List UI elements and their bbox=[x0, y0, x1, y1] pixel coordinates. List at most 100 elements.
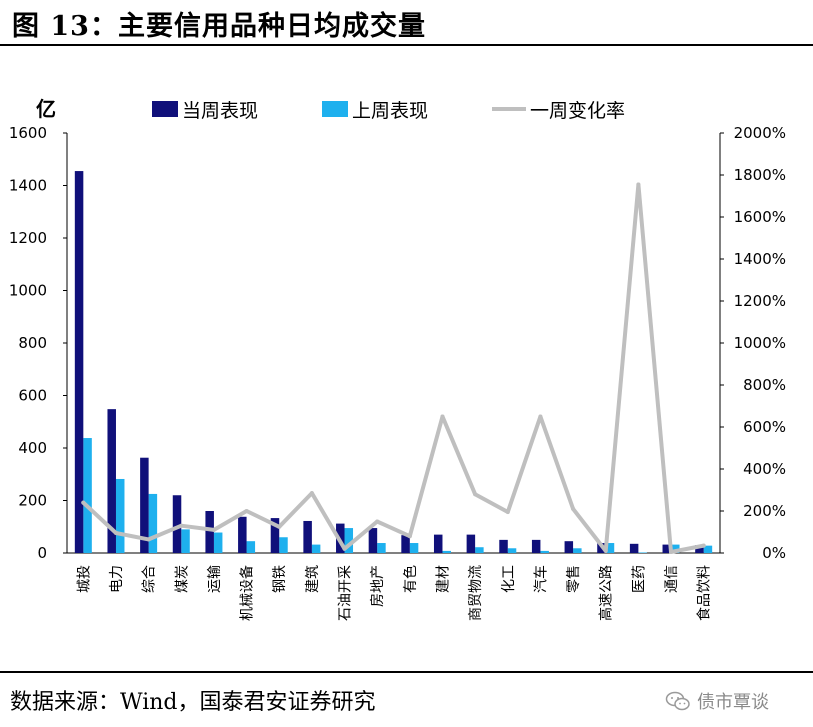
bar-current bbox=[466, 534, 476, 553]
y2-tick-label: 2000% bbox=[734, 124, 786, 142]
y-axis-unit: 亿 bbox=[36, 97, 56, 121]
source-note: 数据来源：Wind，国泰君安证券研究 bbox=[10, 690, 376, 715]
x-tick-label: 钢铁 bbox=[272, 565, 288, 593]
bar-current bbox=[107, 409, 116, 553]
figure-title: 图 13：主要信用品种日均成交量 bbox=[12, 11, 426, 42]
legend-label: 上周表现 bbox=[352, 100, 428, 122]
change-point bbox=[146, 537, 151, 542]
series-current-week bbox=[74, 171, 704, 553]
x-tick-label: 商贸物流 bbox=[468, 565, 484, 621]
x-tick-label: 医药 bbox=[631, 565, 647, 593]
y-tick-label: 800 bbox=[18, 334, 47, 352]
y2-tick-label: 1600% bbox=[734, 208, 786, 226]
legend-swatch bbox=[152, 101, 178, 117]
legend-label: 当周表现 bbox=[182, 100, 258, 122]
x-tick-label: 房地产 bbox=[370, 565, 386, 607]
change-point bbox=[179, 523, 184, 528]
bar-previous bbox=[213, 532, 223, 553]
y2-tick-label: 800% bbox=[743, 376, 786, 394]
change-point bbox=[603, 548, 608, 553]
change-point bbox=[342, 546, 347, 551]
x-tick-label: 零售 bbox=[566, 565, 582, 593]
bar-previous bbox=[115, 478, 125, 553]
legend: 当周表现 上周表现 一周变化率 bbox=[152, 100, 625, 122]
x-tick-label: 城投 bbox=[76, 565, 92, 593]
bar-previous bbox=[638, 552, 647, 553]
y2-tick-label: 1400% bbox=[734, 250, 786, 268]
legend-swatch bbox=[322, 101, 348, 117]
bar-previous bbox=[475, 547, 484, 553]
bar-current bbox=[531, 539, 541, 553]
change-point bbox=[701, 543, 706, 548]
bar-previous bbox=[148, 493, 158, 553]
change-point bbox=[309, 491, 314, 496]
bar-current bbox=[140, 457, 149, 553]
change-point bbox=[505, 510, 510, 515]
y2-tick-label: 1200% bbox=[734, 292, 786, 310]
bar-current bbox=[270, 518, 280, 553]
change-point bbox=[440, 414, 445, 419]
bar-current bbox=[401, 535, 410, 553]
x-tick-label: 有色 bbox=[402, 565, 419, 593]
change-point bbox=[81, 500, 86, 505]
change-point bbox=[571, 506, 576, 511]
y2-tick-label: 1000% bbox=[734, 334, 786, 352]
y2-tick-label: 400% bbox=[743, 460, 786, 478]
y-tick-label: 1000 bbox=[9, 282, 47, 300]
x-tick-label: 汽车 bbox=[532, 565, 549, 593]
x-tick-label: 煤炭 bbox=[174, 565, 190, 593]
series-previous-week bbox=[83, 438, 713, 553]
change-point bbox=[473, 492, 478, 497]
x-tick-label: 化工 bbox=[501, 565, 517, 593]
x-tick-label: 通信 bbox=[664, 565, 680, 593]
x-tick-label: 综合 bbox=[142, 565, 158, 593]
change-point bbox=[375, 519, 380, 524]
bar-current bbox=[238, 516, 247, 553]
y-tick-label: 1200 bbox=[9, 229, 47, 247]
bar-previous bbox=[344, 528, 354, 553]
change-point bbox=[211, 527, 216, 532]
bar-current bbox=[303, 520, 312, 553]
bar-previous bbox=[605, 543, 615, 553]
x-tick-label: 高速公路 bbox=[598, 565, 615, 621]
change-line bbox=[81, 182, 706, 554]
bar-current bbox=[205, 511, 214, 553]
source-divider bbox=[0, 671, 813, 673]
y-tick-label: 400 bbox=[18, 439, 47, 457]
bar-previous bbox=[573, 548, 582, 553]
x-tick-label: 电力 bbox=[109, 565, 125, 593]
bar-current bbox=[629, 543, 639, 553]
bar-current bbox=[695, 545, 704, 553]
legend-label: 一周变化率 bbox=[530, 100, 625, 122]
bar-current bbox=[564, 541, 574, 553]
bar-current bbox=[499, 539, 508, 553]
change-point bbox=[636, 182, 641, 187]
y2-tick-label: 0% bbox=[762, 544, 786, 562]
bar-current bbox=[662, 544, 672, 553]
x-tick-label: 建材 bbox=[435, 565, 451, 593]
change-point bbox=[113, 531, 118, 536]
x-tick-label: 食品饮料 bbox=[696, 565, 713, 621]
bar-previous bbox=[540, 550, 549, 553]
watermark: 债市覃谈 bbox=[665, 688, 769, 714]
bar-previous bbox=[311, 544, 321, 553]
change-point bbox=[407, 534, 412, 539]
y-tick-label: 200 bbox=[18, 492, 47, 510]
bar-previous bbox=[409, 543, 419, 553]
bar-previous bbox=[442, 550, 451, 553]
x-tick-label: 运输 bbox=[207, 565, 223, 593]
y2-tick-label: 600% bbox=[743, 418, 786, 436]
bar-previous bbox=[377, 543, 386, 553]
series-weekly-change bbox=[81, 182, 706, 554]
change-point bbox=[277, 524, 282, 529]
bar-previous bbox=[181, 529, 190, 553]
bar-current bbox=[368, 528, 378, 553]
change-point bbox=[669, 549, 674, 554]
y-axis-left-ticks: 0 200 400 600 800 1000 1200 1400 1600 bbox=[9, 124, 67, 562]
bar-current bbox=[74, 171, 84, 553]
y-tick-label: 1600 bbox=[9, 124, 47, 142]
y2-tick-label: 1800% bbox=[734, 166, 786, 184]
x-tick-label: 机械设备 bbox=[239, 565, 256, 621]
x-axis-categories: 城投 电力 综合 煤炭 运输 机械设备 钢铁 建筑 石油开采 房地产 有色 建材 商贸物流 化工 汽车 零售高… bbox=[76, 565, 712, 621]
